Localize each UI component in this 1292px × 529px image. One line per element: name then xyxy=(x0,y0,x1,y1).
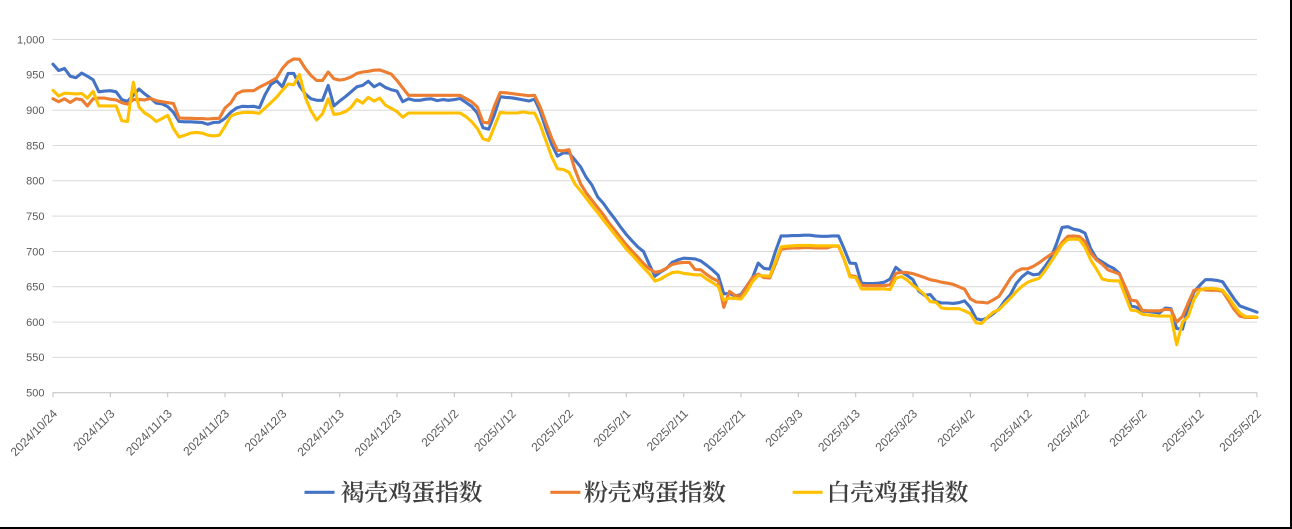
svg-text:500: 500 xyxy=(26,388,44,400)
svg-text:850: 850 xyxy=(26,140,44,152)
svg-text:1,000: 1,000 xyxy=(17,34,45,46)
svg-text:700: 700 xyxy=(26,246,44,258)
svg-text:600: 600 xyxy=(26,317,44,329)
svg-text:900: 900 xyxy=(26,105,44,117)
svg-text:550: 550 xyxy=(26,352,44,364)
svg-text:950: 950 xyxy=(26,70,44,82)
svg-text:750: 750 xyxy=(26,211,44,223)
svg-text:800: 800 xyxy=(26,176,44,188)
svg-text:650: 650 xyxy=(26,282,44,294)
